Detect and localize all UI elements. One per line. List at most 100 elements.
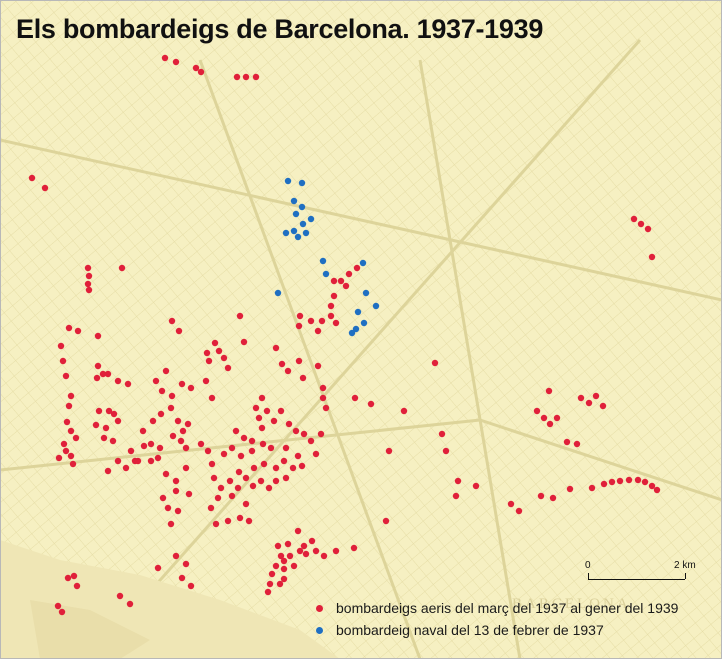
- aerial-bombing-point: [197, 440, 205, 448]
- aerial-bombing-point: [95, 407, 103, 415]
- aerial-bombing-point: [616, 477, 624, 485]
- aerial-bombing-point: [205, 357, 213, 365]
- aerial-bombing-point: [127, 447, 135, 455]
- scale-bar: 0 2 km: [585, 560, 705, 590]
- legend-label-naval: bombardeig naval del 13 de febrer de 193…: [336, 622, 604, 638]
- aerial-bombing-point: [182, 464, 190, 472]
- aerial-bombing-point: [149, 417, 157, 425]
- aerial-bombing-point: [187, 582, 195, 590]
- aerial-bombing-point: [55, 454, 63, 462]
- aerial-bombing-point: [164, 504, 172, 512]
- aerial-bombing-point: [351, 394, 359, 402]
- aerial-bombing-point: [62, 372, 70, 380]
- aerial-bombing-point: [84, 264, 92, 272]
- aerial-bombing-point: [214, 494, 222, 502]
- aerial-bombing-point: [67, 452, 75, 460]
- aerial-bombing-point: [314, 362, 322, 370]
- aerial-bombing-point: [545, 387, 553, 395]
- aerial-bombing-point: [312, 450, 320, 458]
- aerial-bombing-point: [131, 457, 139, 465]
- aerial-bombing-point: [174, 417, 182, 425]
- aerial-bombing-point: [320, 552, 328, 560]
- aerial-bombing-point: [207, 504, 215, 512]
- aerial-bombing-point: [289, 464, 297, 472]
- legend-label-aerial: bombardeigs aeris del març del 1937 al g…: [336, 600, 679, 616]
- aerial-bombing-point: [637, 220, 645, 228]
- aerial-bombing-point: [114, 417, 122, 425]
- scale-line: [588, 579, 685, 580]
- aerial-bombing-point: [322, 404, 330, 412]
- aerial-bombing-point: [182, 444, 190, 452]
- aerial-bombing-point: [233, 73, 241, 81]
- aerial-bombing-point: [41, 184, 49, 192]
- aerial-bombing-point: [64, 574, 72, 582]
- aerial-bombing-point: [58, 608, 66, 616]
- aerial-bombing-point: [104, 370, 112, 378]
- aerial-bombing-point: [540, 414, 548, 422]
- aerial-bombing-point: [332, 547, 340, 555]
- aerial-bombing-point: [118, 264, 126, 272]
- aerial-bombing-point: [93, 374, 101, 382]
- aerial-bombing-point: [226, 477, 234, 485]
- aerial-bombing-point: [296, 547, 304, 555]
- aerial-bombing-point: [592, 392, 600, 400]
- aerial-bombing-point: [85, 272, 93, 280]
- aerial-bombing-point: [178, 574, 186, 582]
- legend-item-aerial: bombardeigs aeris del març del 1937 al g…: [313, 597, 678, 619]
- aerial-bombing-point: [277, 407, 285, 415]
- aerial-bombing-point: [100, 434, 108, 442]
- aerial-bombing-point: [147, 457, 155, 465]
- legend: bombardeigs aeris del març del 1937 al g…: [313, 597, 678, 641]
- aerial-bombing-point: [302, 550, 310, 558]
- aerial-bombing-point: [294, 527, 302, 535]
- aerial-bombing-point: [266, 580, 274, 588]
- aerial-bombing-point: [236, 514, 244, 522]
- aerial-bombing-point: [342, 282, 350, 290]
- aerial-bombing-point: [250, 464, 258, 472]
- aerial-bombing-point: [252, 404, 260, 412]
- aerial-bombing-point: [210, 474, 218, 482]
- aerial-bombing-point: [278, 360, 286, 368]
- aerial-bombing-point: [114, 377, 122, 385]
- naval-bombing-point: [319, 257, 327, 265]
- aerial-bombing-point: [175, 327, 183, 335]
- aerial-bombing-point: [139, 427, 147, 435]
- aerial-bombing-point: [172, 552, 180, 560]
- aerial-bombing-point: [252, 73, 260, 81]
- aerial-bombing-point: [588, 484, 596, 492]
- aerial-bombing-point: [327, 302, 335, 310]
- aerial-bombing-point: [212, 520, 220, 528]
- aerial-bombing-point: [179, 427, 187, 435]
- aerial-bombing-point: [105, 407, 113, 415]
- aerial-bombing-point: [277, 552, 285, 560]
- aerial-bombing-point: [220, 450, 228, 458]
- scale-label-end: 2 km: [674, 560, 696, 571]
- aerial-bombing-point: [215, 347, 223, 355]
- aerial-bombing-point: [63, 418, 71, 426]
- aerial-bombing-point: [382, 517, 390, 525]
- aerial-bombing-point: [585, 399, 593, 407]
- naval-bombing-point: [362, 289, 370, 297]
- aerial-bombing-point: [330, 277, 338, 285]
- aerial-bombing-point: [507, 500, 515, 508]
- aerial-bombing-point: [295, 357, 303, 365]
- aerial-bombing-point: [204, 447, 212, 455]
- aerial-bombing-point: [330, 292, 338, 300]
- aerial-bombing-point: [317, 430, 325, 438]
- aerial-bombing-point: [114, 457, 122, 465]
- aerial-bombing-point: [67, 392, 75, 400]
- aerial-bombing-point: [242, 500, 250, 508]
- aerial-bombing-point: [272, 562, 280, 570]
- aerial-bombing-point: [385, 447, 393, 455]
- aerial-bombing-point: [110, 410, 118, 418]
- aerial-bombing-point: [533, 407, 541, 415]
- aerial-bombing-point: [54, 602, 62, 610]
- aerial-bombing-point: [630, 215, 638, 223]
- aerial-bombing-point: [431, 359, 439, 367]
- aerial-bombing-point: [245, 517, 253, 525]
- aerial-bombing-point: [350, 544, 358, 552]
- aerial-bombing-point: [285, 420, 293, 428]
- aerial-bombing-point: [73, 582, 81, 590]
- naval-bombing-point: [352, 325, 360, 333]
- naval-bombing-point: [302, 229, 310, 237]
